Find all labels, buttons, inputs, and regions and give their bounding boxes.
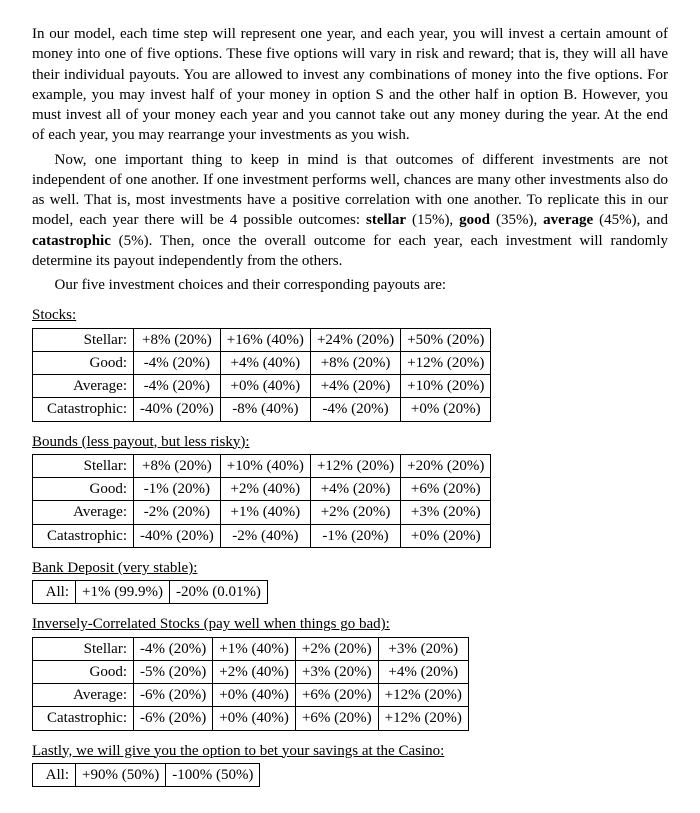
table-row: Stellar:-4% (20%)+1% (40%)+2% (20%)+3% (… bbox=[33, 637, 469, 660]
stocks-table: Stellar:+8% (20%)+16% (40%)+24% (20%)+50… bbox=[32, 328, 491, 422]
outcome-pct-1: (35%), bbox=[490, 212, 543, 228]
casino-title: Lastly, we will give you the option to b… bbox=[32, 741, 668, 761]
bounds-table: Stellar:+8% (20%)+10% (40%)+12% (20%)+20… bbox=[32, 454, 491, 548]
casino-table: All:+90% (50%)-100% (50%) bbox=[32, 763, 260, 787]
paragraph-choices-intro: Our five investment choices and their co… bbox=[32, 275, 668, 295]
table-row: Catastrophic:-6% (20%)+0% (40%)+6% (20%)… bbox=[33, 707, 469, 730]
bank-table: All:+1% (99.9%)-20% (0.01%) bbox=[32, 580, 268, 604]
paragraph-outcomes: Now, one important thing to keep in mind… bbox=[32, 150, 668, 272]
table-row: Average:-4% (20%)+0% (40%)+4% (20%)+10% … bbox=[33, 375, 491, 398]
table-row: Good:-1% (20%)+2% (40%)+4% (20%)+6% (20%… bbox=[33, 478, 491, 501]
table-row: Good:-4% (20%)+4% (40%)+8% (20%)+12% (20… bbox=[33, 351, 491, 374]
outcome-pct-2: (45%), and bbox=[593, 212, 668, 228]
outcome-name-2: average bbox=[543, 212, 593, 228]
table-row: All:+90% (50%)-100% (50%) bbox=[33, 763, 260, 786]
table-row: All:+1% (99.9%)-20% (0.01%) bbox=[33, 581, 268, 604]
table-row: Average:-2% (20%)+1% (40%)+2% (20%)+3% (… bbox=[33, 501, 491, 524]
table-row: Average:-6% (20%)+0% (40%)+6% (20%)+12% … bbox=[33, 684, 469, 707]
inverse-table: Stellar:-4% (20%)+1% (40%)+2% (20%)+3% (… bbox=[32, 637, 469, 731]
table-row: Catastrophic:-40% (20%)-2% (40%)-1% (20%… bbox=[33, 524, 491, 547]
outcome-pct-3: (5%). bbox=[111, 233, 160, 249]
inverse-title: Inversely-Correlated Stocks (pay well wh… bbox=[32, 614, 668, 634]
table-row: Stellar:+8% (20%)+16% (40%)+24% (20%)+50… bbox=[33, 328, 491, 351]
table-row: Stellar:+8% (20%)+10% (40%)+12% (20%)+20… bbox=[33, 454, 491, 477]
outcome-name-0: stellar bbox=[366, 212, 406, 228]
stocks-title: Stocks: bbox=[32, 305, 668, 325]
paragraph-intro: In our model, each time step will repres… bbox=[32, 24, 668, 146]
table-row: Catastrophic:-40% (20%)-8% (40%)-4% (20%… bbox=[33, 398, 491, 421]
outcome-pct-0: (15%), bbox=[406, 212, 459, 228]
bank-title: Bank Deposit (very stable): bbox=[32, 558, 668, 578]
outcome-name-1: good bbox=[459, 212, 490, 228]
bounds-title: Bounds (less payout, but less risky): bbox=[32, 432, 668, 452]
outcome-name-3: catastrophic bbox=[32, 233, 111, 249]
